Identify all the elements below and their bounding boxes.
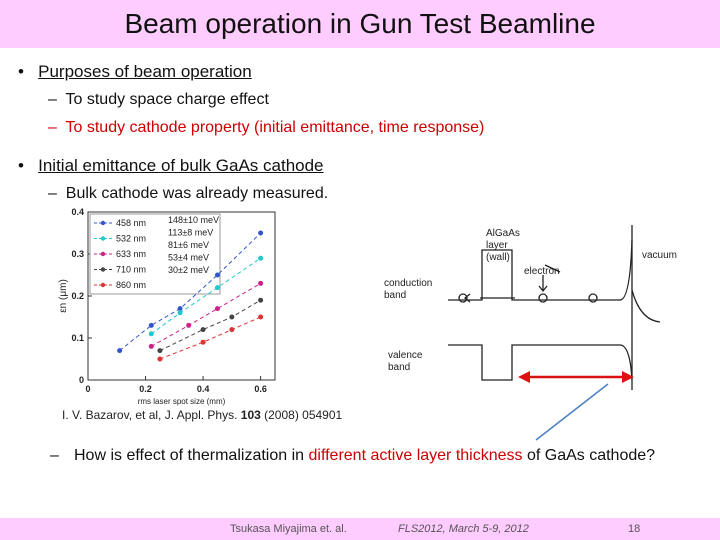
- footer-page: 18: [628, 523, 641, 535]
- arrow: [538, 275, 548, 293]
- y-tick-label: 0.2: [71, 291, 84, 301]
- pointer: [544, 264, 561, 273]
- data-point: [229, 314, 235, 320]
- caption-text: I. V. Bazarov, et al, J. Appl. Phys.: [62, 408, 241, 422]
- energy-label: 81±6 meV: [168, 240, 209, 250]
- data-point: [258, 255, 264, 261]
- conduction-band: [448, 239, 633, 301]
- fit-line: [159, 299, 261, 352]
- diagram-label: electron: [524, 266, 560, 277]
- q-text: How is effect of thermalization in: [74, 447, 309, 464]
- electron-dot: [538, 293, 548, 303]
- fit-line: [151, 282, 261, 347]
- diagram-label: band: [388, 362, 410, 373]
- title-bar: [0, 0, 720, 48]
- sub-bullet: – To study space charge effect: [48, 91, 269, 108]
- data-point: [258, 314, 264, 320]
- data-point: [214, 306, 220, 312]
- legend-label: 710 nm: [116, 265, 146, 275]
- electron-dot: [458, 293, 468, 303]
- bullet: • Initial emittance of bulk GaAs cathode: [18, 156, 324, 175]
- q-text: of GaAs cathode?: [522, 447, 656, 464]
- x-tick-label: 0.2: [139, 384, 152, 394]
- y-tick-label: 0.3: [71, 249, 84, 259]
- legend-marker: [100, 236, 106, 241]
- data-point: [258, 280, 264, 286]
- sub-bullet: – Bulk cathode was already measured.: [48, 185, 329, 202]
- band-diagram: [448, 225, 661, 390]
- caption-volume: 103: [240, 408, 261, 422]
- legend-label: 860 nm: [116, 280, 146, 290]
- diagram-label: band: [384, 290, 406, 301]
- footer: [0, 518, 720, 540]
- sub-text: To study cathode property (initial emitt…: [65, 119, 485, 136]
- data-point: [229, 327, 235, 333]
- data-point: [200, 339, 206, 345]
- valence-band: [448, 344, 633, 381]
- y-tick-label: 0: [79, 375, 84, 385]
- caption: I. V. Bazarov, et al, J. Appl. Phys. 103…: [62, 408, 342, 422]
- data-point: [148, 331, 154, 337]
- energy-label: 148±10 meV: [168, 215, 219, 225]
- bullet-text: Purposes of beam operation: [38, 62, 252, 81]
- legend-marker: [100, 282, 106, 288]
- chart: 0 0.1 0.2 0.3 0.4 0 0.2 0.4 0.6 rms laser spot si…: [58, 207, 276, 406]
- x-tick-label: 0: [85, 384, 90, 394]
- data-point: [200, 327, 206, 333]
- energy-label: 113±8 meV: [168, 228, 213, 238]
- bullet-text: Initial emittance of bulk GaAs cathode: [38, 156, 324, 175]
- title: Beam operation in Gun Test Beamline: [124, 8, 596, 39]
- footer-author: Tsukasa Miyajima et. al.: [230, 523, 347, 535]
- diagram-label: vacuum: [642, 250, 677, 261]
- data-point: [157, 356, 163, 362]
- legend-label: 532 nm: [116, 234, 146, 244]
- data-point: [177, 310, 183, 316]
- x-tick-label: 0.4: [197, 384, 210, 394]
- diagram-label: (wall): [486, 252, 510, 263]
- question: – How is effect of thermalization in dif…: [50, 447, 656, 464]
- x-axis-label: rms laser spot size (mm): [138, 397, 226, 406]
- diagram-label: layer: [486, 240, 508, 251]
- legend-marker: [100, 251, 106, 257]
- footer-event: FLS2012, March 5-9, 2012: [398, 523, 529, 535]
- sub-text: To study space charge effect: [65, 91, 269, 108]
- data-point: [157, 348, 163, 354]
- y-tick-label: 0.4: [71, 207, 84, 217]
- energy-label: 53±4 meV: [168, 253, 209, 263]
- caption-text: (2008) 054901: [260, 408, 343, 422]
- data-point: [214, 285, 220, 291]
- fit-line: [159, 316, 261, 360]
- data-point: [186, 322, 192, 328]
- data-point: [117, 348, 123, 354]
- data-point: [177, 306, 183, 312]
- sub-text: Bulk cathode was already measured.: [65, 185, 329, 202]
- thickness-arrow: [518, 371, 634, 383]
- data-point: [258, 297, 264, 303]
- electron-dot: [588, 293, 598, 303]
- bullet: • Purposes of beam operation: [18, 62, 252, 81]
- data-point: [148, 322, 154, 328]
- energy-label: 30±2 meV: [168, 265, 209, 275]
- fit-line: [150, 257, 261, 335]
- arrow: [463, 293, 515, 303]
- diagram-label: conduction: [384, 278, 432, 289]
- y-tick-label: 0.1: [71, 333, 84, 343]
- data-point: [214, 272, 220, 278]
- legend-marker: [100, 267, 106, 272]
- vacuum-level: [631, 289, 661, 323]
- sub-bullet: – To study cathode property (initial emi…: [48, 119, 485, 136]
- pointer-line: [535, 383, 609, 441]
- legend-label: 458 nm: [116, 218, 146, 228]
- legend-marker: [100, 220, 106, 226]
- y-axis-label: εn (μm): [58, 279, 69, 313]
- data-point: [258, 230, 264, 236]
- data-point: [148, 343, 154, 349]
- q-highlight: different active layer thickness: [308, 447, 523, 464]
- legend-label: 633 nm: [116, 249, 146, 259]
- diagram-label: AlGaAs: [486, 228, 520, 239]
- diagram-label: valence: [388, 350, 423, 361]
- x-tick-label: 0.6: [254, 384, 267, 394]
